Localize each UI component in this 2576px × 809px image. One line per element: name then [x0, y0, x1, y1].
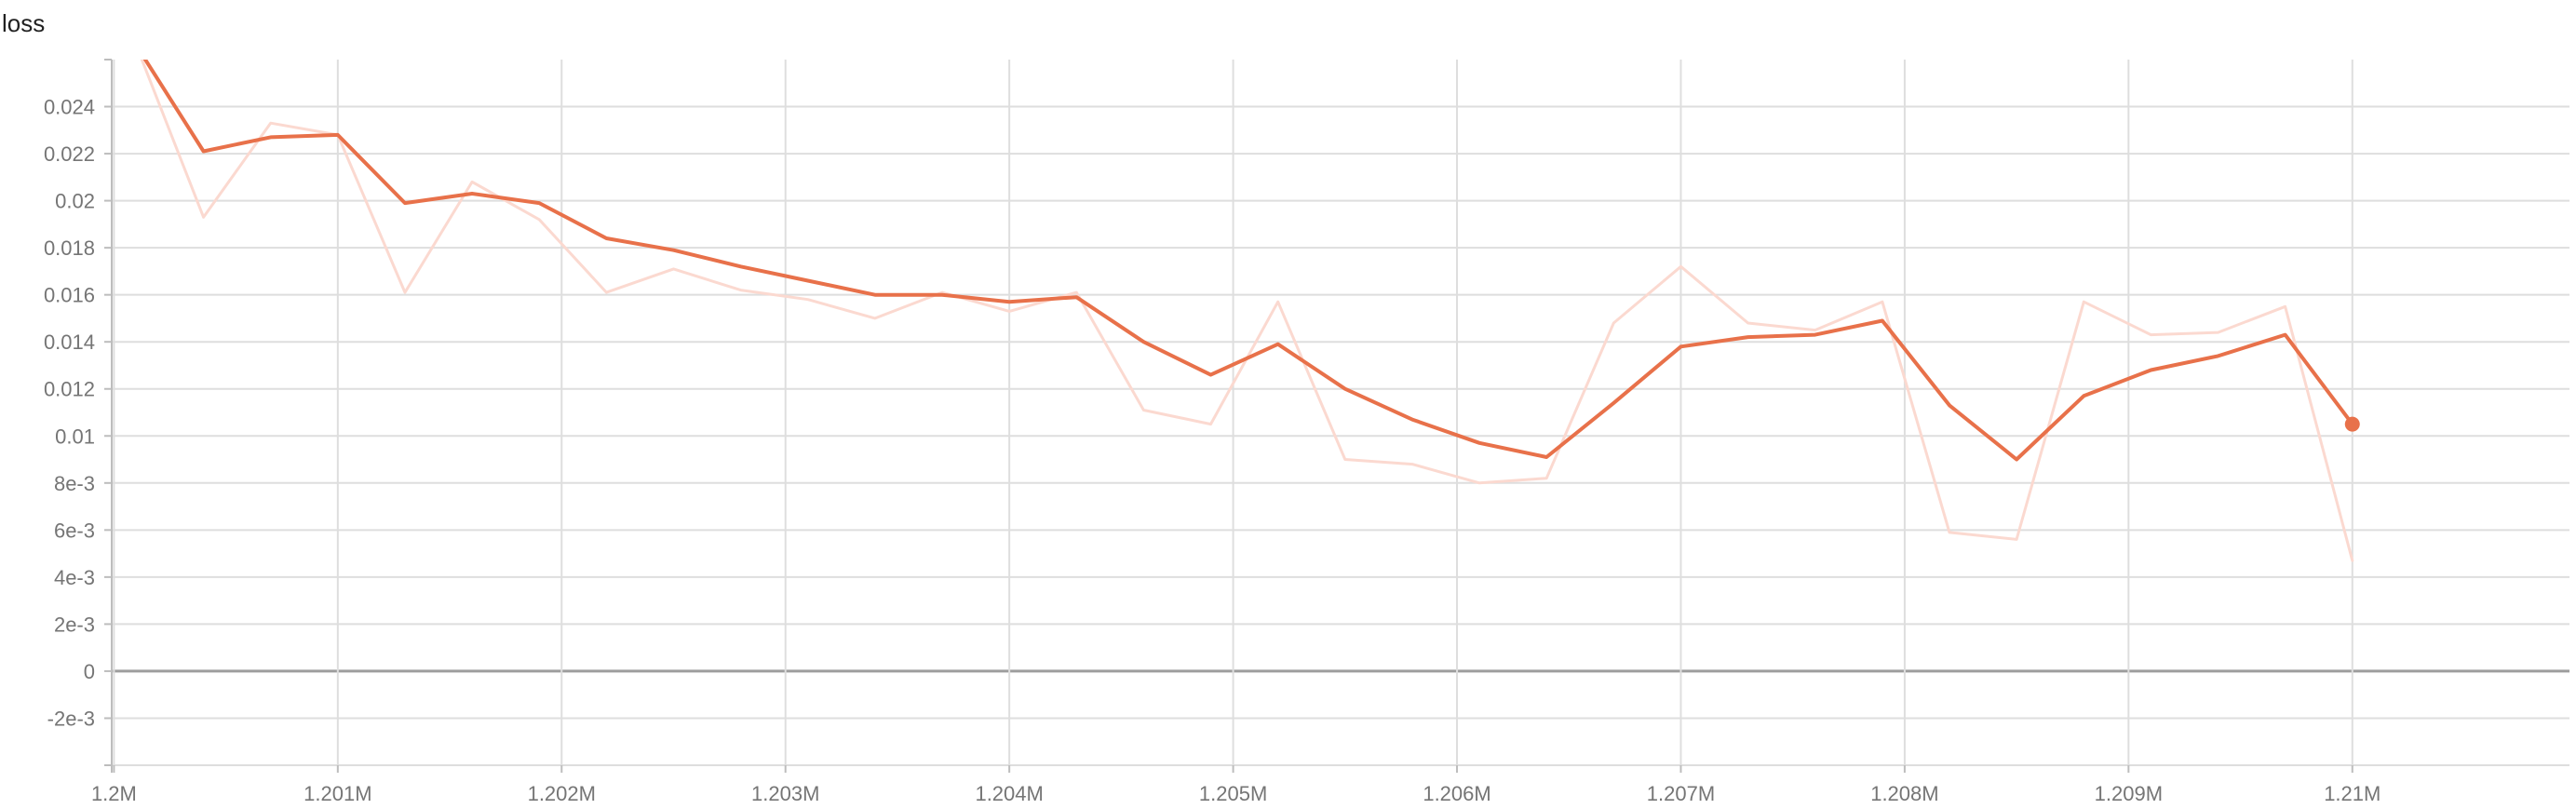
y-tick-label: 0.016	[44, 284, 95, 307]
y-axis-tick-labels: 0.024 0.022 0.02 0.018 0.016 0.014 0.012 0.01 8e…	[44, 96, 95, 731]
y-tick-label: 0.02	[55, 190, 95, 213]
x-axis-tick-labels: 1.2M 1.201M 1.202M 1.203M 1.204M 1.205M 1.206M…	[91, 782, 2380, 805]
y-tick-label: 8e-3	[54, 472, 95, 495]
y-tick-label: 0.018	[44, 236, 95, 260]
y-tick-label: 0.01	[55, 425, 95, 448]
x-tick-label: 1.2M	[91, 782, 137, 805]
series-markers	[2344, 416, 2360, 432]
y-tick-label: 0.014	[44, 330, 95, 354]
y-tick-label: 0.024	[44, 96, 95, 119]
grid-lines	[112, 60, 2569, 765]
x-tick-label: 1.204M	[975, 782, 1043, 805]
x-tick-label: 1.208M	[1870, 782, 1938, 805]
smoothed-loss-line	[142, 60, 2354, 462]
y-tick-label: -2e-3	[47, 707, 95, 730]
x-tick-label: 1.206M	[1423, 782, 1490, 805]
series-lines	[140, 60, 2354, 562]
x-tick-label: 1.205M	[1199, 782, 1267, 805]
last-point-marker	[2344, 416, 2360, 432]
x-tick-label: 1.203M	[751, 782, 819, 805]
axes	[104, 59, 2569, 773]
x-tick-label: 1.21M	[2324, 782, 2380, 805]
chart-title: loss	[2, 9, 46, 37]
x-tick-label: 1.207M	[1647, 782, 1715, 805]
x-tick-label: 1.209M	[2095, 782, 2163, 805]
y-tick-label: 6e-3	[54, 519, 95, 542]
y-tick-label: 0.012	[44, 378, 95, 401]
y-tick-label: 2e-3	[54, 613, 95, 636]
y-tick-label: 0.022	[44, 142, 95, 166]
x-tick-label: 1.201M	[303, 782, 371, 805]
raw-loss-line	[140, 60, 2354, 562]
y-tick-label: 0	[84, 660, 95, 683]
y-tick-label: 4e-3	[54, 566, 95, 589]
x-tick-label: 1.202M	[528, 782, 596, 805]
